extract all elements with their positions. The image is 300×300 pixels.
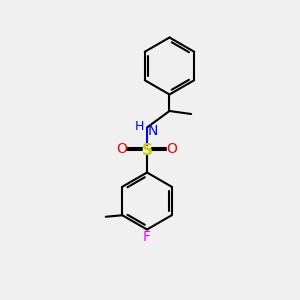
Text: F: F [143,230,151,244]
Text: O: O [167,142,177,156]
Text: N: N [147,124,158,138]
Text: S: S [142,142,152,158]
Text: O: O [117,142,128,156]
Text: H: H [135,119,144,133]
